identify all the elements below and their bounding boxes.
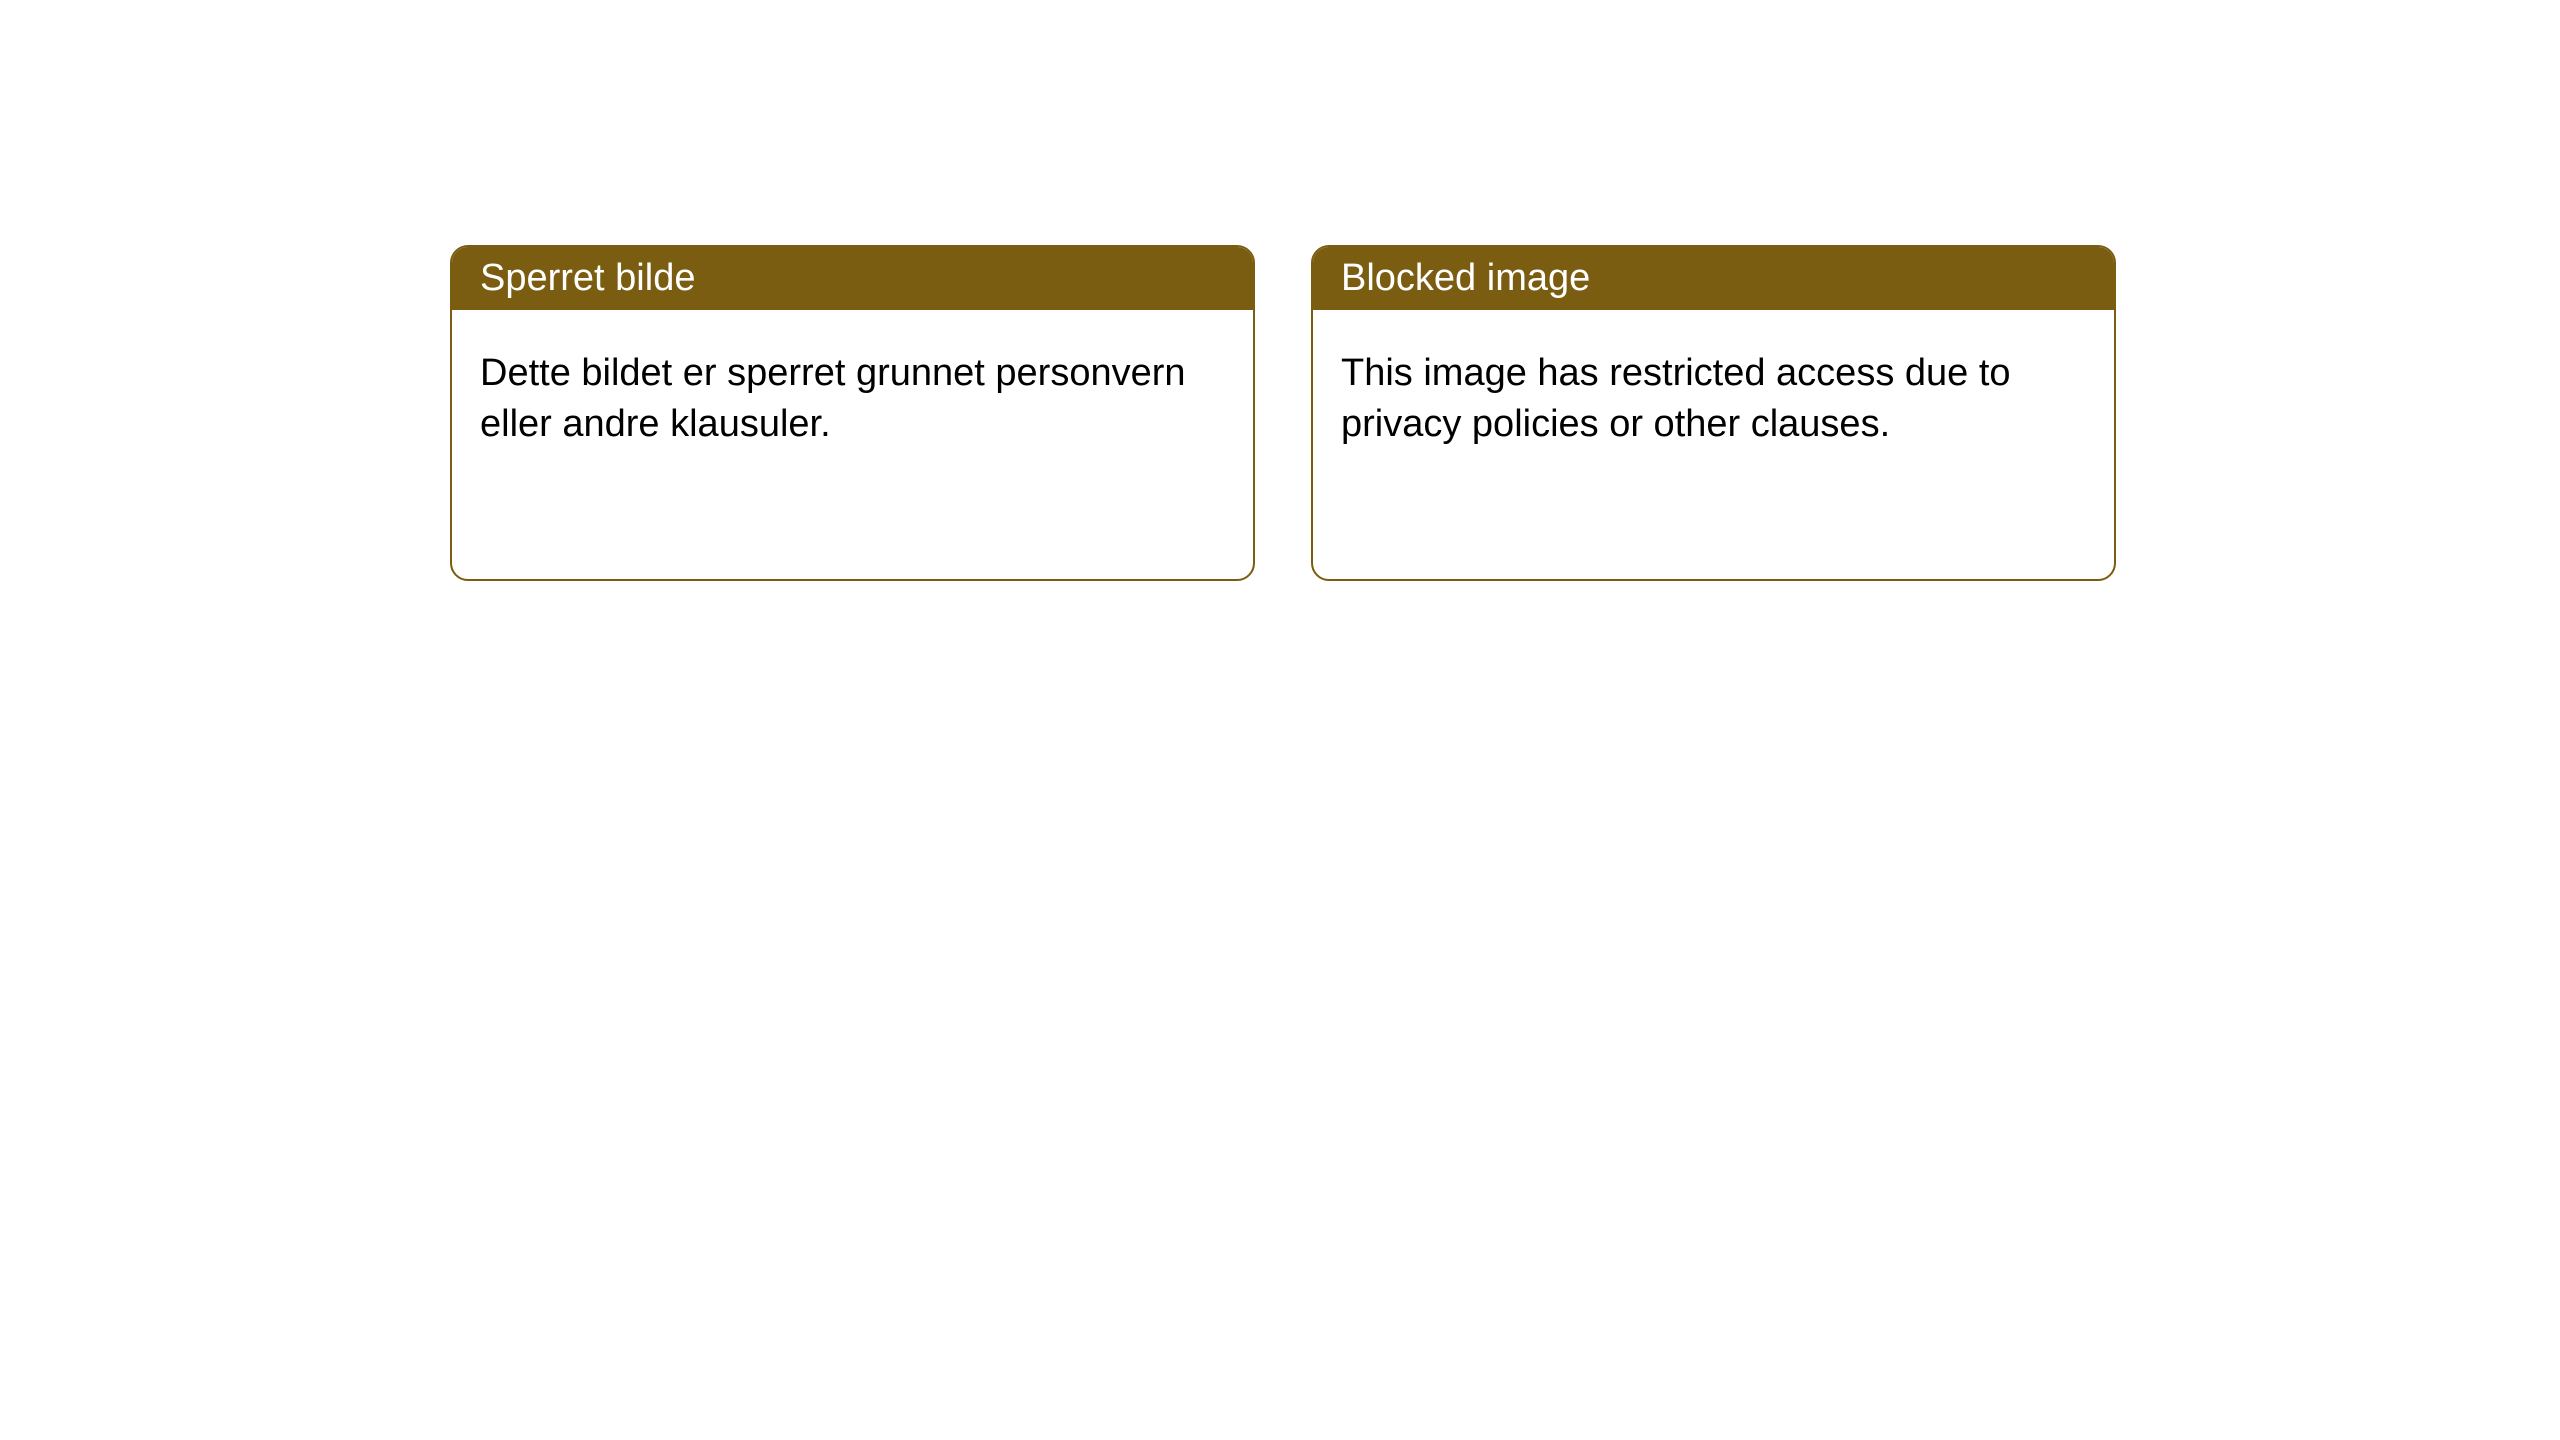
card-body: This image has restricted access due to …	[1313, 310, 2114, 489]
notice-card-norwegian: Sperret bilde Dette bildet er sperret gr…	[450, 245, 1255, 581]
notice-cards-container: Sperret bilde Dette bildet er sperret gr…	[0, 0, 2560, 581]
card-title: Sperret bilde	[452, 247, 1253, 310]
notice-card-english: Blocked image This image has restricted …	[1311, 245, 2116, 581]
card-body: Dette bildet er sperret grunnet personve…	[452, 310, 1253, 489]
card-title: Blocked image	[1313, 247, 2114, 310]
